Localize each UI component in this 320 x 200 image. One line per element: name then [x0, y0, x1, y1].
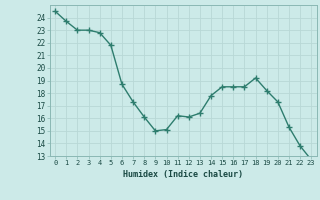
- X-axis label: Humidex (Indice chaleur): Humidex (Indice chaleur): [123, 170, 243, 179]
